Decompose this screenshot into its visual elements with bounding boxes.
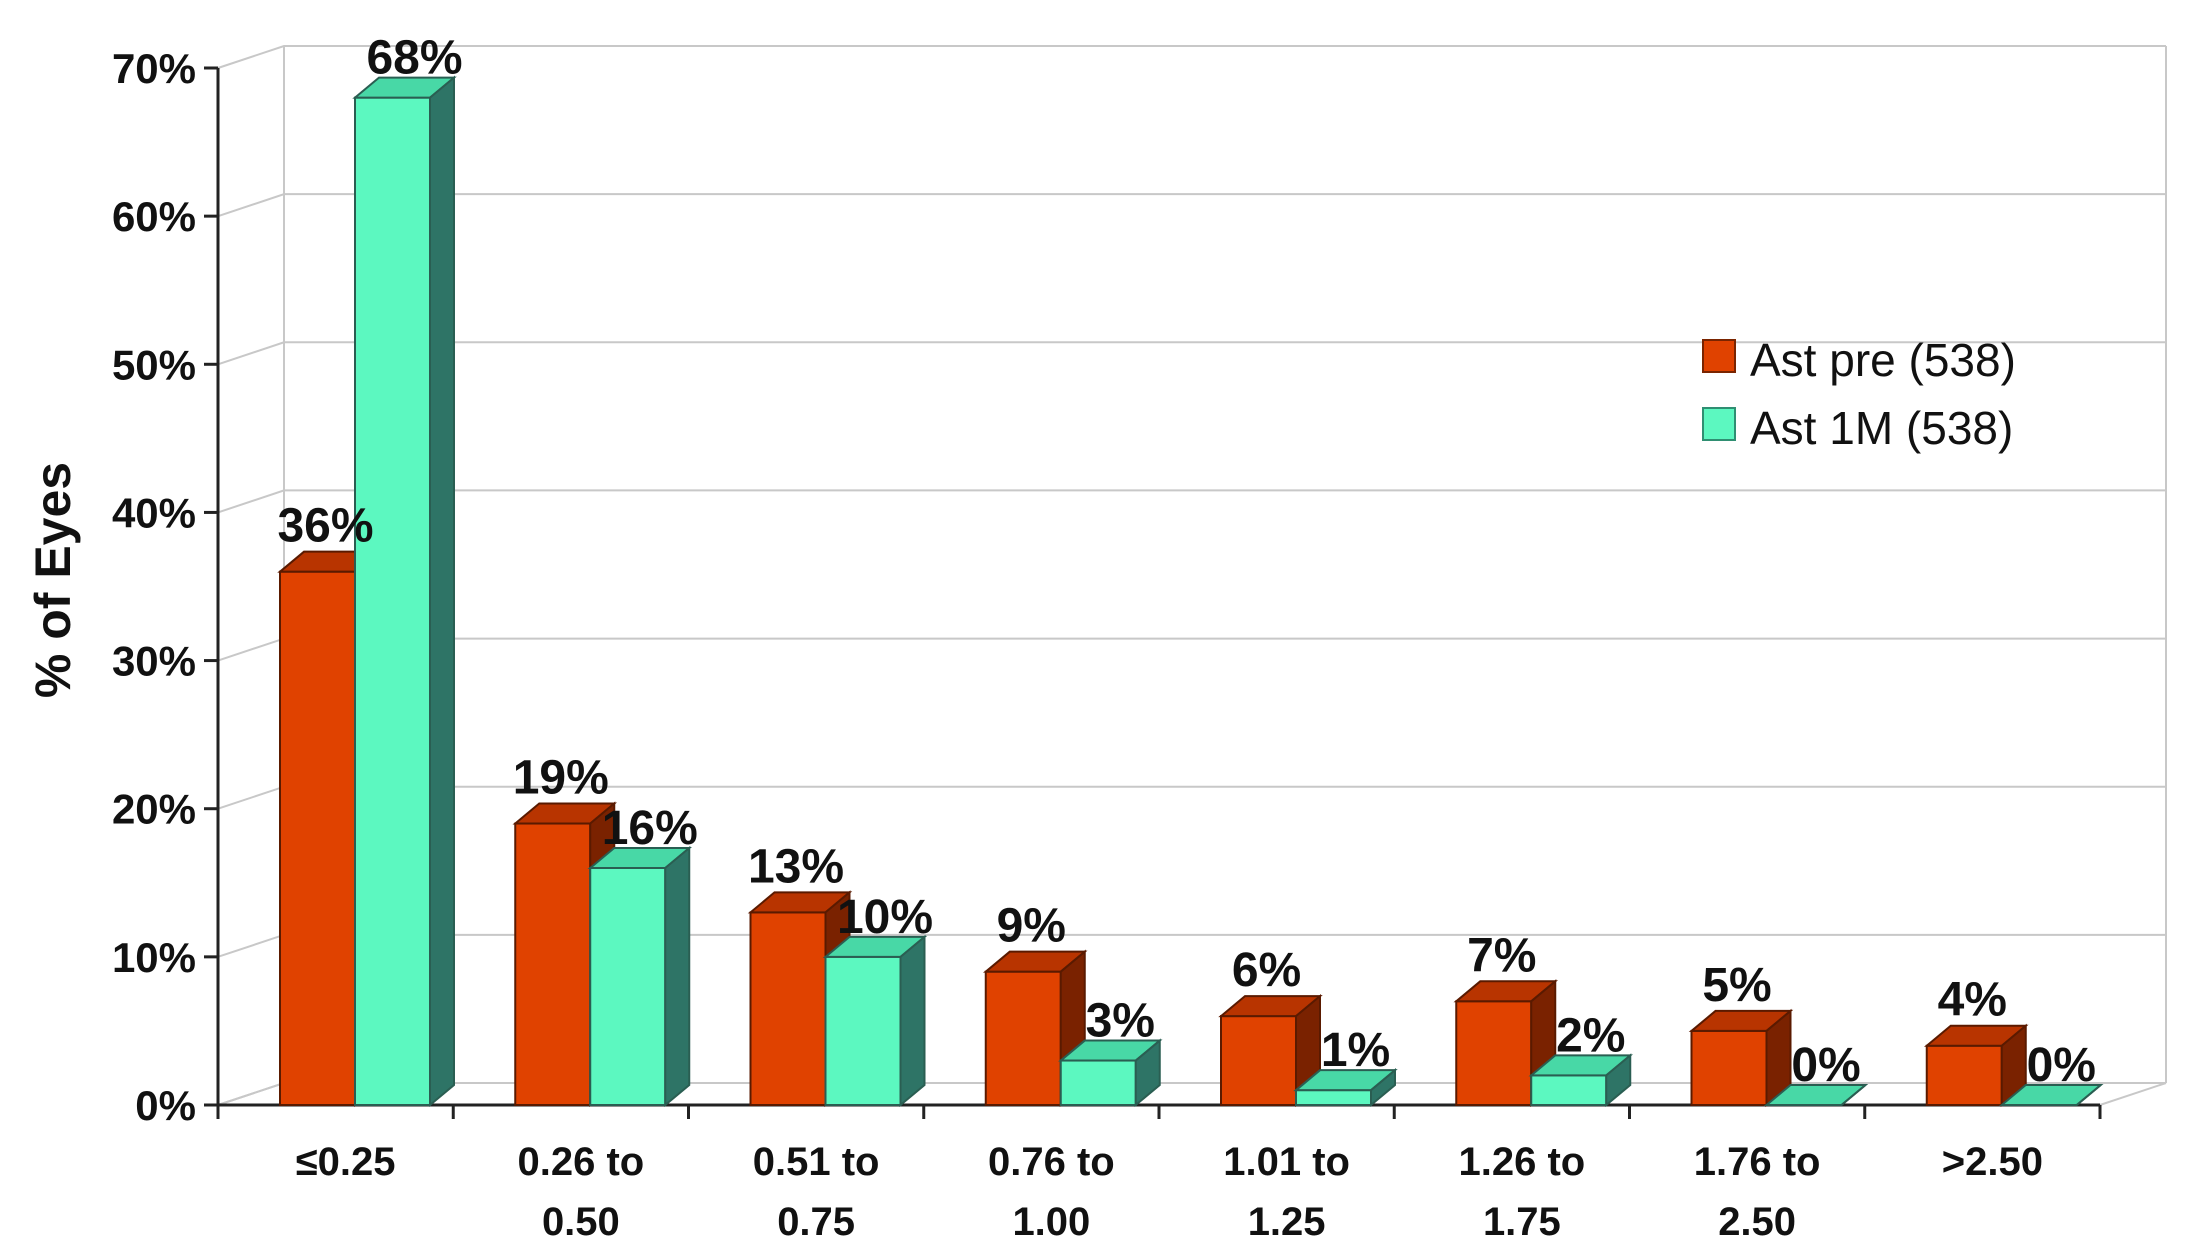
data-label: 3%: [1086, 995, 1155, 1048]
y-tick-label: 60%: [112, 193, 196, 240]
bar-front: [514, 822, 592, 1106]
y-tick-label: 70%: [112, 45, 196, 92]
bar: [1057, 1038, 1163, 1108]
bar: [1293, 1068, 1398, 1108]
data-label: 9%: [997, 900, 1066, 953]
y-tick-label: 20%: [112, 786, 196, 833]
bar: [822, 934, 928, 1108]
bar: [587, 845, 693, 1108]
bar: [1528, 1053, 1634, 1108]
data-label: 19%: [513, 752, 609, 805]
data-label: 7%: [1467, 929, 1536, 982]
bar-front: [589, 866, 667, 1106]
data-label: 0%: [2027, 1039, 2096, 1092]
gridline: [217, 193, 2166, 218]
y-tick-label: 50%: [112, 341, 196, 388]
gridline: [217, 785, 2166, 810]
legend-swatch-ast-pre: [1702, 339, 1736, 373]
bar-front: [984, 970, 1062, 1107]
y-tick-label: 40%: [112, 489, 196, 536]
bar: [1688, 1008, 1794, 1108]
bar: [1923, 1023, 2029, 1108]
bar-front: [1925, 1044, 2003, 1106]
bar-side: [429, 75, 455, 1108]
data-label: 2%: [1556, 1009, 1625, 1062]
data-label: 6%: [1232, 944, 1301, 997]
x-tick-label: ≤0.25: [296, 1140, 396, 1184]
data-label: 68%: [366, 32, 462, 85]
bar-side: [1840, 1084, 1867, 1106]
legend-swatch-ast-1m: [1702, 407, 1736, 441]
y-axis-title: % of Eyes: [25, 462, 81, 698]
gridline: [217, 341, 2166, 366]
bar-side: [664, 845, 691, 1108]
x-tick-label: 1.26 to 1.75: [1459, 1140, 1586, 1244]
gridline: [217, 45, 2166, 69]
gridlines: [217, 45, 2167, 1106]
bar-front: [824, 955, 902, 1106]
bar-front: [279, 570, 356, 1106]
bar-side: [1370, 1068, 1396, 1108]
bar-front: [1455, 1000, 1533, 1106]
labels: 0% 10% 20% 30% 40% 50% 60% 70% ≤0.25 0.26 to 0.50 0…: [112, 32, 2096, 1244]
x-tick-label: 0.26 to 0.50: [518, 1140, 645, 1244]
data-label: 0%: [1791, 1039, 1860, 1092]
legend: Ast pre (538) Ast 1M (538): [1702, 334, 2016, 454]
bar-side: [899, 934, 926, 1108]
legend-label-ast-1m: Ast 1M (538): [1750, 402, 2013, 454]
bar-side: [2076, 1084, 2102, 1106]
gridline: [217, 1082, 2166, 1106]
bar-front: [749, 911, 827, 1107]
x-tick-label: >2.50: [1942, 1140, 2043, 1184]
x-tick-label: 0.76 to 1.00: [988, 1140, 1115, 1244]
bar: [1763, 1084, 1869, 1106]
bar-side: [1605, 1053, 1632, 1108]
gridline: [217, 489, 2166, 514]
data-label: 10%: [837, 891, 933, 944]
bar-front: [1530, 1074, 1608, 1107]
bar-side: [1134, 1038, 1161, 1108]
floor-front-edge: [218, 1082, 2167, 1106]
x-tick-label: 0.51 to 0.75: [753, 1140, 880, 1244]
x-tick-label: 1.76 to 2.50: [1694, 1140, 1821, 1244]
y-tick-label: 30%: [112, 638, 196, 685]
bars: [277, 75, 2104, 1108]
axes: [204, 66, 2102, 1119]
data-label: 16%: [602, 802, 698, 855]
gridline: [217, 637, 2166, 662]
bar-front: [1220, 1015, 1297, 1106]
data-label: 13%: [748, 840, 844, 893]
bar-front: [1295, 1089, 1372, 1106]
bar: [352, 75, 457, 1108]
data-label: 36%: [277, 500, 373, 553]
data-label: 1%: [1321, 1024, 1390, 1077]
data-label: 5%: [1702, 959, 1771, 1012]
y-tick-label: 0%: [135, 1082, 196, 1129]
x-tick-label: 1.01 to 1.25: [1223, 1140, 1350, 1244]
bar-front: [1690, 1029, 1768, 1107]
bar: [1998, 1084, 2104, 1106]
bar-front: [354, 96, 431, 1106]
y-tick-label: 10%: [112, 934, 196, 981]
gridline: [217, 933, 2166, 958]
legend-label-ast-pre: Ast pre (538): [1750, 334, 2016, 386]
data-label: 4%: [1938, 974, 2007, 1027]
bar-front: [1059, 1059, 1137, 1106]
